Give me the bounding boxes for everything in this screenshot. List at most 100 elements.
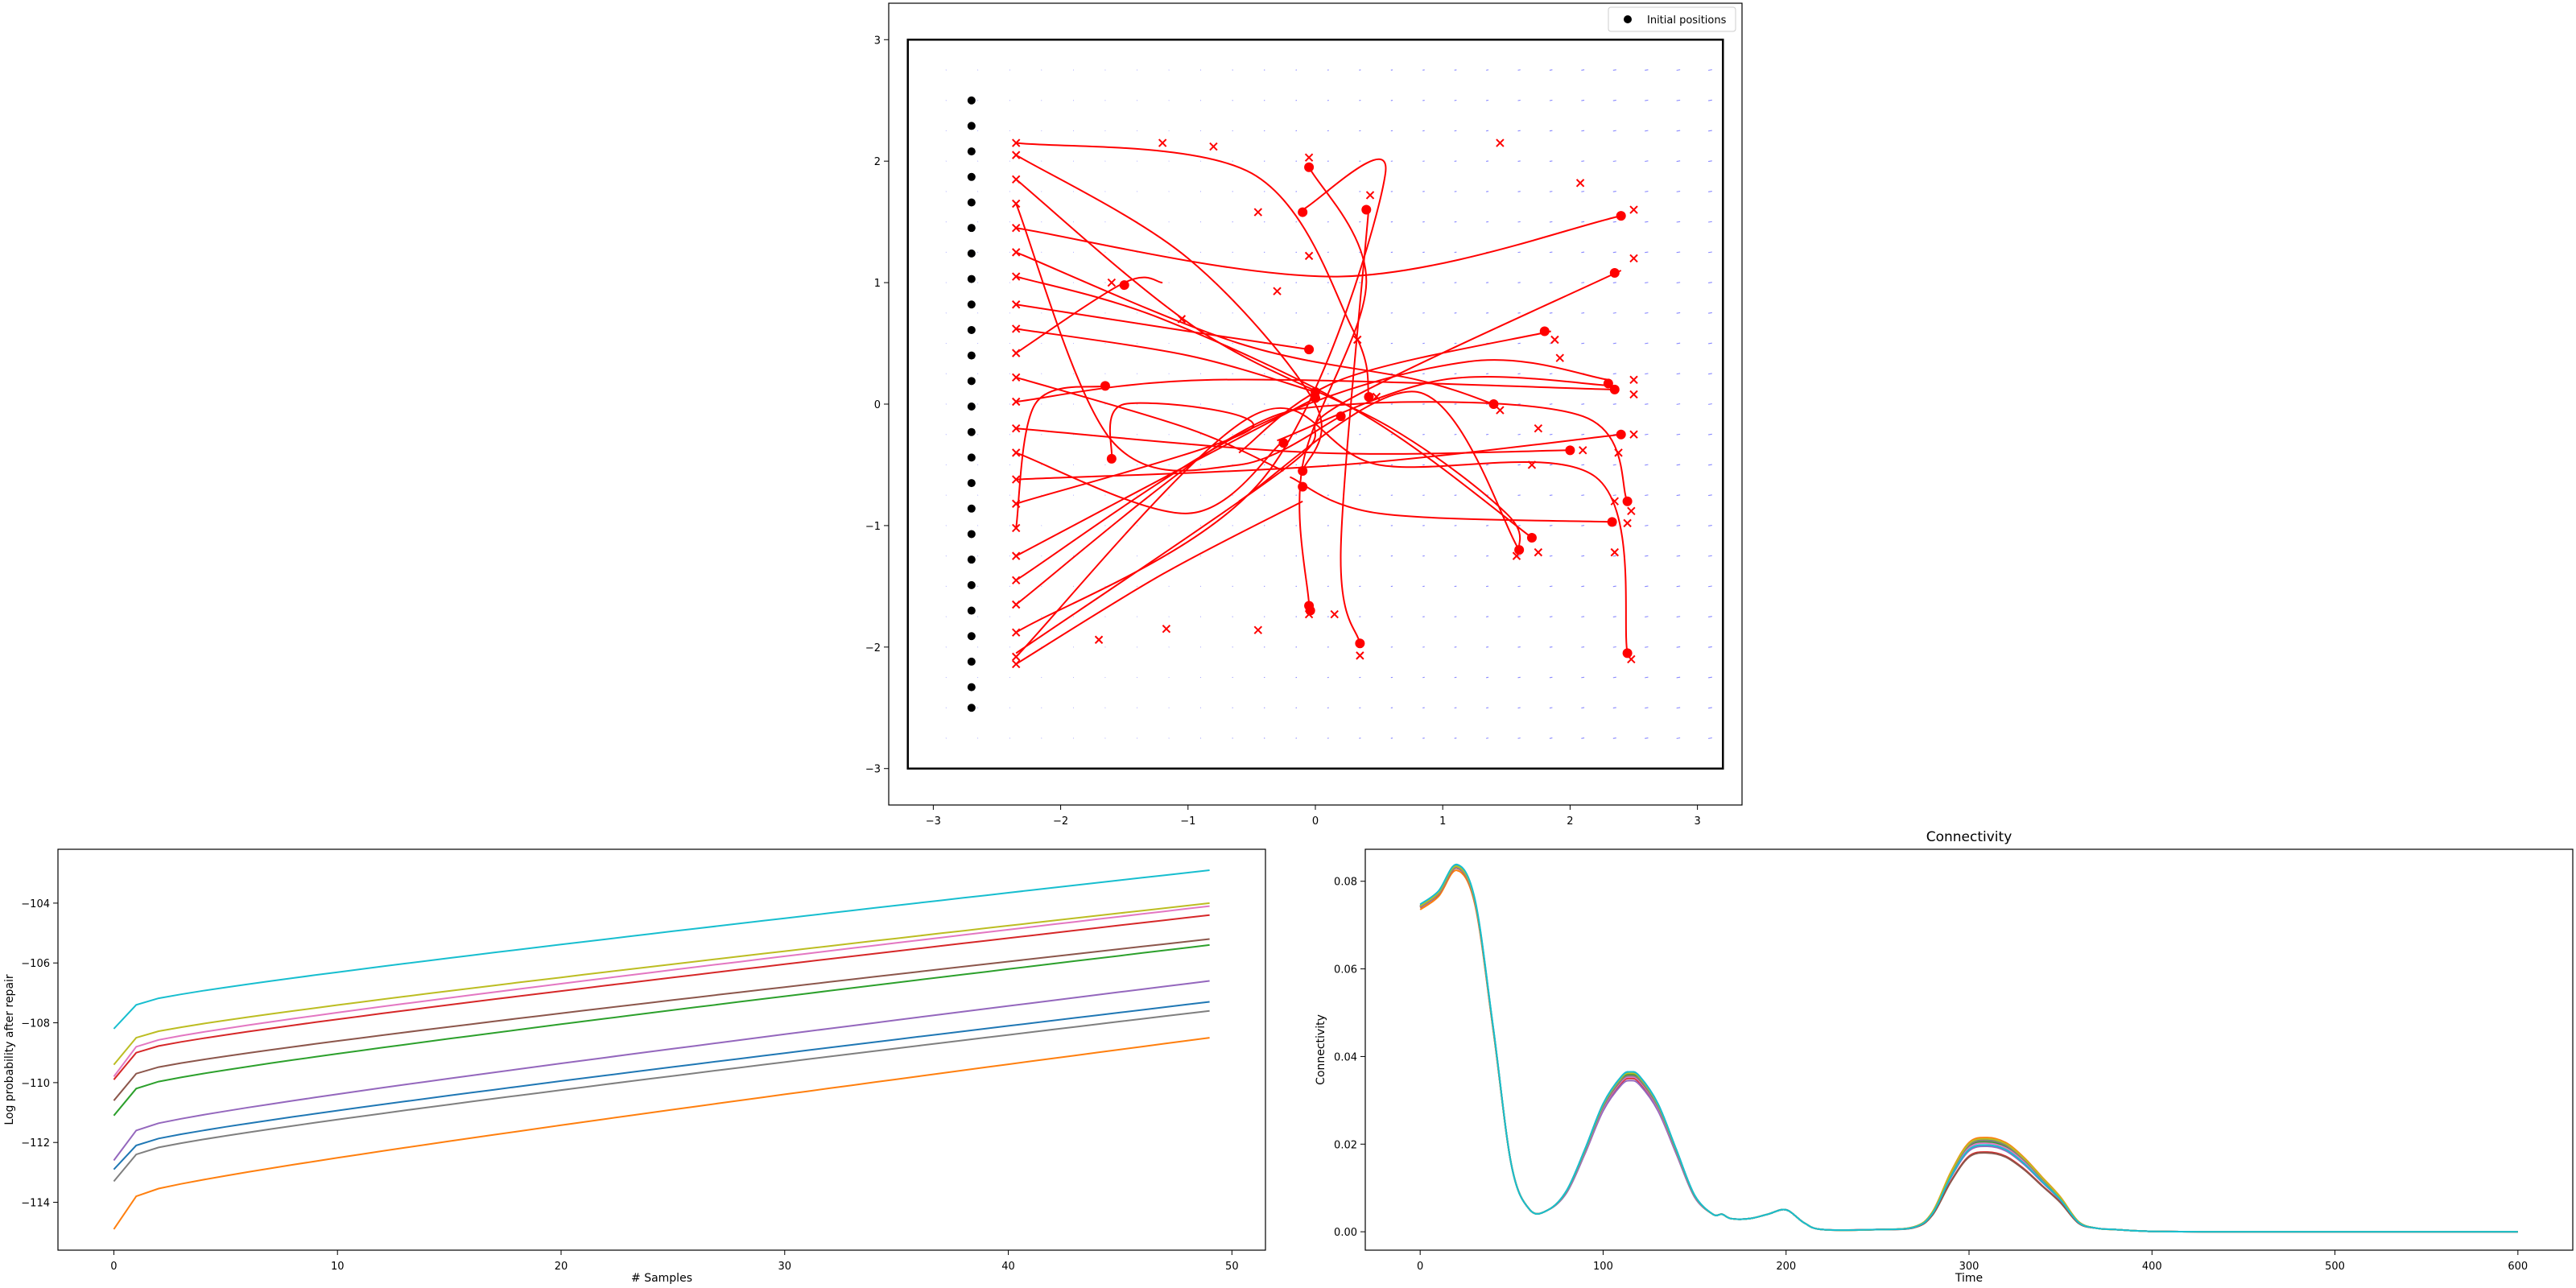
initial-position-dot <box>967 504 976 513</box>
log-probability-series-line <box>113 1037 1210 1230</box>
connectivity-xtick-label: 200 <box>1776 1261 1796 1273</box>
trajectory-ytick-label: −3 <box>865 764 881 776</box>
initial-position-dot <box>967 172 976 181</box>
initial-position-dot <box>967 96 976 105</box>
vector-field-arrow <box>1612 494 1616 497</box>
trajectory-x-marker <box>1534 423 1543 433</box>
vector-field-arrow <box>1645 69 1649 71</box>
trajectory-end-dot <box>1304 345 1315 355</box>
trajectory-xtick-label: −2 <box>1053 815 1068 828</box>
vector-field-arrow <box>1612 646 1616 648</box>
vector-field-arrow <box>1612 312 1616 314</box>
log-probability-xtick-label: 40 <box>1001 1261 1015 1273</box>
vector-field <box>945 69 1712 739</box>
vector-field-arrow <box>1549 464 1553 466</box>
vector-field-arrow <box>1645 464 1649 466</box>
vector-field-arrow <box>1676 403 1681 405</box>
initial-position-dot <box>967 580 976 589</box>
trajectory-line <box>1016 215 1621 278</box>
trajectory-end-dot <box>1603 378 1613 389</box>
trajectory-line <box>1015 376 1284 472</box>
initial-position-dot <box>967 606 976 615</box>
trajectory-end-dot <box>1304 162 1315 172</box>
initial-position-dot <box>967 427 976 436</box>
trajectory-x-marker <box>1610 497 1619 506</box>
trajectory-end-dot <box>1607 517 1617 527</box>
trajectory-line <box>1015 275 1533 539</box>
vector-field-arrow <box>1645 585 1649 588</box>
trajectory-end-dot <box>1119 280 1129 291</box>
connectivity-xtick-label: 300 <box>1959 1261 1979 1273</box>
trajectory-end-dot <box>1609 384 1620 394</box>
connectivity-axes-frame <box>1364 848 2574 1251</box>
vector-field-arrow <box>1612 342 1616 345</box>
trajectory-line <box>1015 440 1285 514</box>
trajectory-x-marker <box>1629 390 1638 399</box>
trajectory-end-dot <box>1514 545 1525 555</box>
initial-position-dot <box>967 530 976 539</box>
trajectory-line <box>1015 251 1494 405</box>
trajectory-x-marker <box>1273 287 1282 295</box>
trajectory-x-marker <box>1012 628 1021 637</box>
vector-field-arrow <box>1612 464 1616 466</box>
trajectory-x-marker <box>1356 651 1364 660</box>
trajectory-x-marker <box>1623 518 1632 528</box>
trajectory-x-marker <box>1496 406 1505 415</box>
trajectory-axis-ticks: −3 −2 −1 0 1 2 3 −3 −2 −1 0 1 2 3 <box>865 35 1701 828</box>
vector-field-arrow <box>1708 342 1712 345</box>
trajectory-line <box>1238 390 1520 551</box>
log-probability-series-line <box>113 1001 1210 1170</box>
vector-field-arrow <box>1549 69 1553 71</box>
trajectory-x-marker <box>1012 423 1021 433</box>
vector-field-arrow <box>1549 312 1553 314</box>
trajectory-x-marker <box>1629 430 1638 439</box>
vector-field-arrow <box>1612 737 1616 739</box>
connectivity-xtick-label: 400 <box>2142 1261 2162 1273</box>
trajectory-x-marker <box>1330 609 1339 619</box>
vector-field-arrow <box>1549 160 1553 163</box>
trajectory-x-marker <box>1372 392 1381 402</box>
log-probability-xtick-label: 30 <box>778 1261 792 1273</box>
initial-position-dot <box>967 300 976 309</box>
trajectory-x-marker <box>1012 349 1021 357</box>
trajectory-x-marker <box>1012 272 1021 281</box>
log-probability-series-line <box>113 938 1210 1101</box>
connectivity-xtick-label: 600 <box>2508 1261 2528 1273</box>
trajectory-end-dot <box>1100 381 1110 391</box>
log-probability-xtick-label: 0 <box>110 1261 117 1273</box>
trajectory-x-marker <box>1629 205 1638 214</box>
log-probability-xlabel: # Samples <box>631 1272 692 1285</box>
trajectory-x-marker <box>1012 300 1021 309</box>
trajectory-ytick-label: −2 <box>865 642 881 654</box>
initial-position-dot <box>967 351 976 360</box>
vector-field-arrow <box>1676 433 1681 436</box>
trajectory-x-marker <box>1253 625 1263 634</box>
trajectory-xtick-label: 0 <box>1312 815 1319 828</box>
vector-field-arrow <box>1549 494 1553 497</box>
trajectory-x-marker <box>1012 373 1021 382</box>
log-probability-ytick-label: −110 <box>21 1078 50 1090</box>
vector-field-arrow <box>1581 494 1585 497</box>
vector-field-arrow <box>1676 464 1681 466</box>
trajectory-line <box>1277 376 1615 442</box>
vector-field-arrow <box>1612 130 1616 132</box>
vector-field-arrow <box>1612 251 1616 254</box>
vector-field-arrow <box>1517 646 1521 648</box>
initial-position-dot <box>967 377 976 386</box>
vector-field-arrow <box>1708 433 1712 436</box>
trajectory-ytick-label: −1 <box>865 521 881 533</box>
trajectory-end-dot <box>1298 481 1308 492</box>
log-probability-series-line <box>113 869 1210 1030</box>
log-probability-ytick-label: −114 <box>21 1198 50 1210</box>
vector-field-arrow <box>1708 130 1712 132</box>
trajectory-line <box>1015 276 1163 354</box>
trajectory-x-marker <box>1012 652 1021 662</box>
trajectory-x-marker <box>1012 448 1021 457</box>
vector-field-arrow <box>1676 555 1681 557</box>
trajectory-ytick-label: 0 <box>874 399 881 411</box>
vector-field-arrow <box>1549 130 1553 132</box>
trajectory-x-marker <box>1012 499 1021 508</box>
trajectory-end-dot <box>1616 211 1626 221</box>
connectivity-ylabel: Connectivity <box>1315 1014 1327 1085</box>
vector-field-arrow <box>1645 99 1649 101</box>
